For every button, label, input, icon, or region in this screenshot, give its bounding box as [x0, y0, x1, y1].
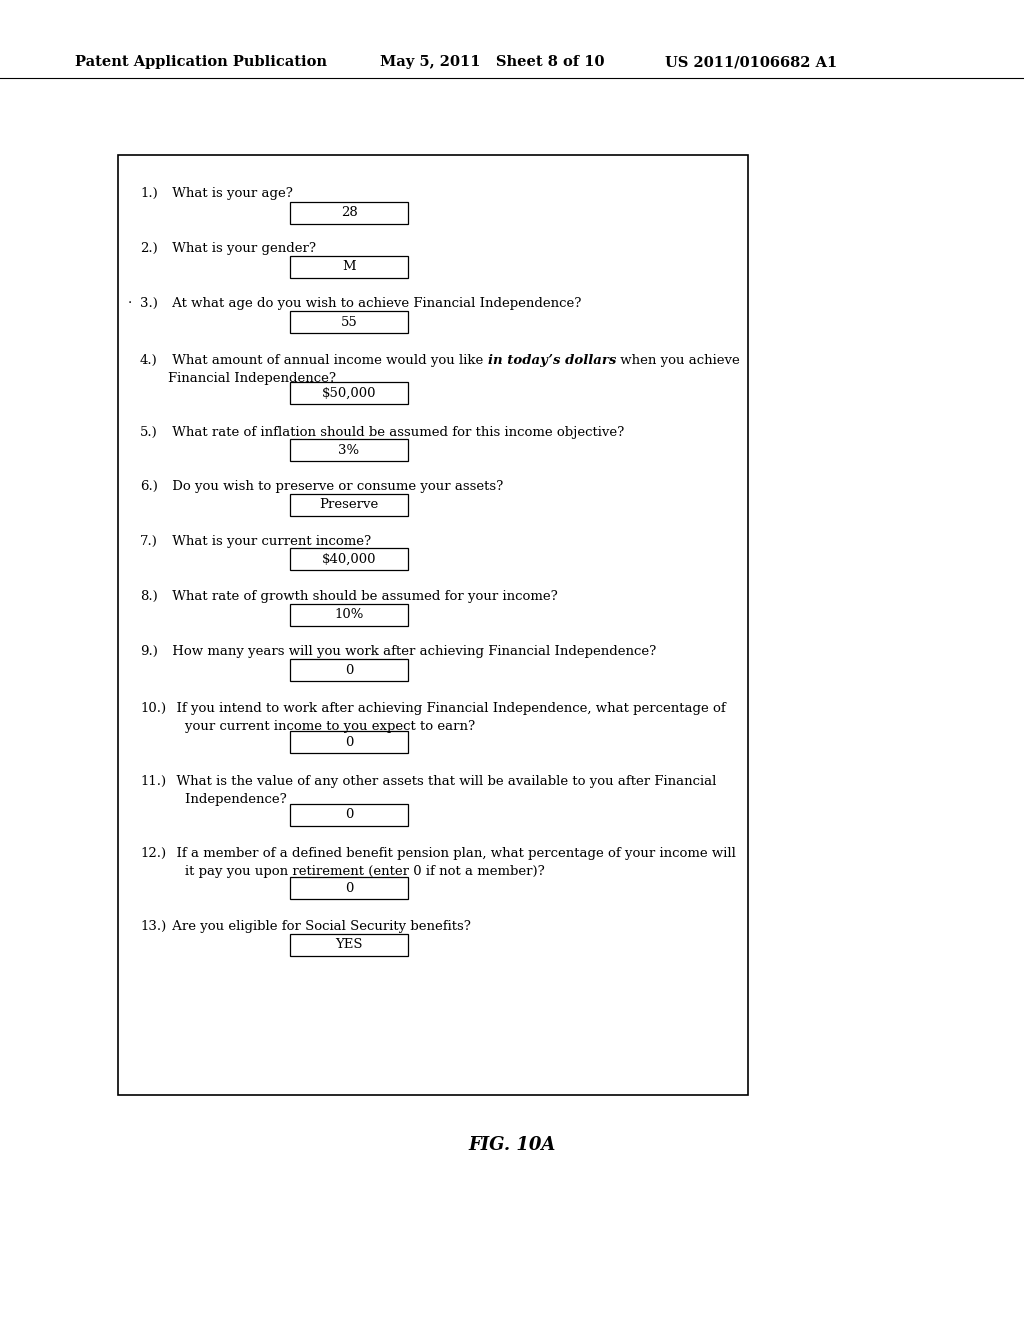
- Text: when you achieve: when you achieve: [615, 354, 739, 367]
- Text: What amount of annual income would you like: What amount of annual income would you l…: [168, 354, 487, 367]
- Bar: [290, 440, 408, 461]
- Text: 0: 0: [345, 882, 353, 895]
- Text: Preserve: Preserve: [319, 499, 379, 511]
- Bar: [290, 312, 408, 333]
- Text: 55: 55: [341, 315, 357, 329]
- Text: What is your age?: What is your age?: [168, 187, 293, 201]
- Text: 8.): 8.): [140, 590, 158, 603]
- Text: What is your gender?: What is your gender?: [168, 242, 316, 255]
- Bar: [290, 935, 408, 956]
- Bar: [290, 731, 408, 752]
- Text: 9.): 9.): [140, 645, 158, 657]
- Text: 5.): 5.): [140, 426, 158, 440]
- Text: If a member of a defined benefit pension plan, what percentage of your income wi: If a member of a defined benefit pension…: [168, 847, 736, 878]
- Text: What is your current income?: What is your current income?: [168, 535, 371, 548]
- Text: Are you eligible for Social Security benefits?: Are you eligible for Social Security ben…: [168, 920, 471, 933]
- Text: 3.): 3.): [140, 297, 158, 310]
- Text: 0: 0: [345, 735, 353, 748]
- Text: YES: YES: [335, 939, 362, 952]
- Text: in today’s dollars: in today’s dollars: [487, 354, 615, 367]
- Text: 3%: 3%: [339, 444, 359, 457]
- Text: $40,000: $40,000: [322, 553, 376, 565]
- Text: How many years will you work after achieving Financial Independence?: How many years will you work after achie…: [168, 645, 656, 657]
- Text: 2.): 2.): [140, 242, 158, 255]
- Bar: [290, 659, 408, 681]
- Text: 12.): 12.): [140, 847, 166, 861]
- Bar: [290, 381, 408, 404]
- Text: 10.): 10.): [140, 702, 166, 715]
- Text: What is the value of any other assets that will be available to you after Financ: What is the value of any other assets th…: [168, 775, 717, 807]
- Bar: [290, 804, 408, 826]
- Text: Financial Independence?: Financial Independence?: [168, 372, 336, 385]
- Text: If you intend to work after achieving Financial Independence, what percentage of: If you intend to work after achieving Fi…: [168, 702, 726, 733]
- Bar: [290, 256, 408, 279]
- Bar: [290, 548, 408, 570]
- Text: 0: 0: [345, 808, 353, 821]
- Text: 7.): 7.): [140, 535, 158, 548]
- Text: 1.): 1.): [140, 187, 158, 201]
- Text: Do you wish to preserve or consume your assets?: Do you wish to preserve or consume your …: [168, 480, 503, 492]
- Bar: [290, 605, 408, 626]
- Text: 6.): 6.): [140, 480, 158, 492]
- Text: 11.): 11.): [140, 775, 166, 788]
- Text: ·: ·: [128, 297, 132, 310]
- Text: 0: 0: [345, 664, 353, 676]
- Bar: [290, 202, 408, 224]
- Text: 28: 28: [341, 206, 357, 219]
- Bar: [118, 154, 748, 1096]
- Text: 13.): 13.): [140, 920, 166, 933]
- Text: 4.): 4.): [140, 354, 158, 367]
- Text: What rate of growth should be assumed for your income?: What rate of growth should be assumed fo…: [168, 590, 558, 603]
- Text: May 5, 2011   Sheet 8 of 10: May 5, 2011 Sheet 8 of 10: [380, 55, 604, 69]
- Text: At what age do you wish to achieve Financial Independence?: At what age do you wish to achieve Finan…: [168, 297, 582, 310]
- Text: FIG. 10A: FIG. 10A: [468, 1137, 556, 1154]
- Text: US 2011/0106682 A1: US 2011/0106682 A1: [665, 55, 838, 69]
- Text: 10%: 10%: [334, 609, 364, 622]
- Bar: [290, 876, 408, 899]
- Text: Patent Application Publication: Patent Application Publication: [75, 55, 327, 69]
- Text: What rate of inflation should be assumed for this income objective?: What rate of inflation should be assumed…: [168, 426, 625, 440]
- Text: M: M: [342, 260, 355, 273]
- Text: $50,000: $50,000: [322, 387, 376, 400]
- Bar: [290, 494, 408, 516]
